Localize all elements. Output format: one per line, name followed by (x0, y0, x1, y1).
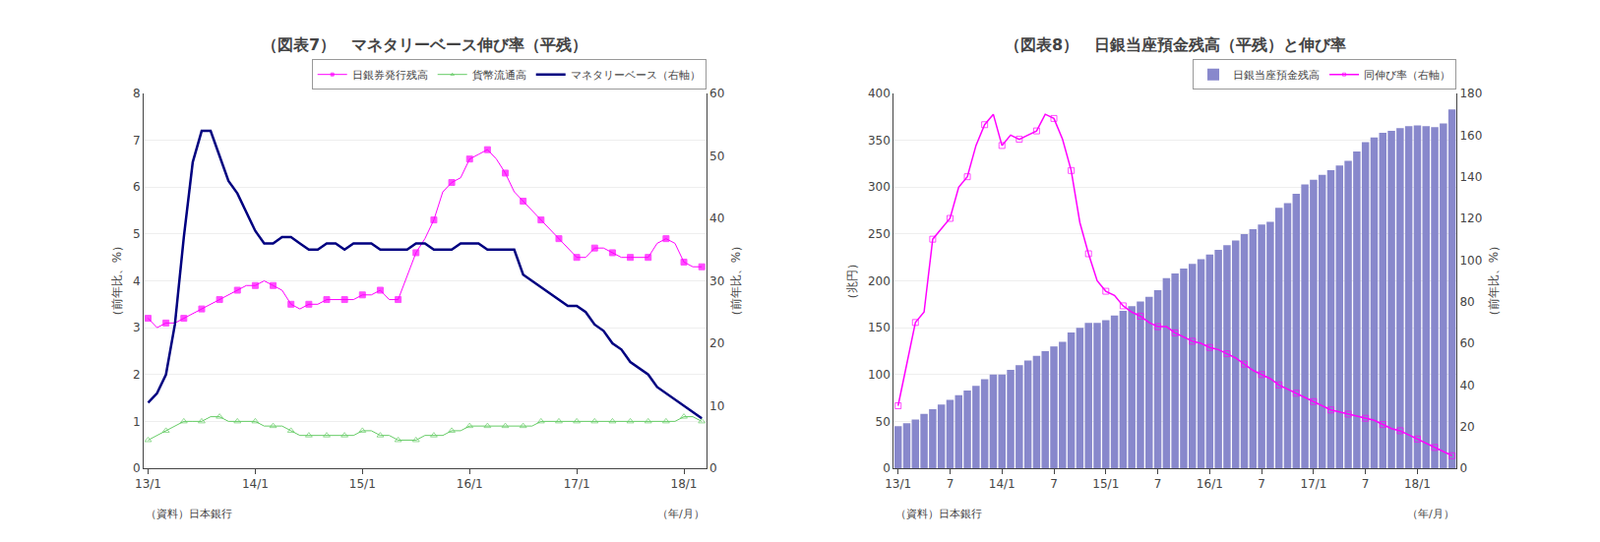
svg-text:17/1: 17/1 (563, 477, 591, 492)
svg-text:60: 60 (709, 86, 725, 101)
svg-text:7: 7 (946, 477, 955, 492)
svg-text:180: 180 (1459, 86, 1482, 101)
svg-text:140: 140 (1459, 170, 1482, 185)
svg-text:2: 2 (132, 368, 141, 382)
svg-text:7: 7 (132, 133, 141, 148)
svg-text:20: 20 (1459, 420, 1475, 434)
svg-text:50: 50 (875, 415, 891, 430)
svg-text:100: 100 (867, 368, 891, 382)
svg-text:マネタリーベース（右軸）: マネタリーベース（右軸） (570, 68, 701, 82)
svg-text:日銀券発行残高: 日銀券発行残高 (352, 68, 429, 82)
svg-text:160: 160 (1459, 128, 1482, 143)
svg-text:300: 300 (867, 180, 891, 194)
svg-text:400: 400 (867, 86, 891, 101)
svg-text:40: 40 (709, 211, 725, 226)
svg-text:1: 1 (132, 415, 141, 430)
svg-text:8: 8 (132, 86, 141, 101)
svg-text:（資料）日本銀行: （資料）日本銀行 (895, 507, 983, 521)
svg-text:7: 7 (1361, 477, 1370, 492)
svg-text:（年/月）: （年/月） (1407, 507, 1455, 521)
svg-text:18/1: 18/1 (1404, 477, 1431, 492)
svg-text:50: 50 (709, 149, 725, 164)
svg-text:0: 0 (132, 461, 141, 476)
svg-text:100: 100 (1459, 253, 1482, 268)
svg-text:40: 40 (1459, 378, 1475, 393)
svg-text:30: 30 (709, 274, 725, 289)
svg-text:7: 7 (1257, 477, 1266, 492)
svg-text:120: 120 (1459, 211, 1482, 226)
svg-text:（前年比、%）: （前年比、%） (1486, 240, 1501, 322)
svg-text:（前年比、%）: （前年比、%） (729, 240, 743, 322)
svg-text:0: 0 (1459, 461, 1468, 476)
svg-text:150: 150 (867, 320, 891, 335)
svg-text:13/1: 13/1 (884, 477, 912, 492)
svg-text:10: 10 (709, 399, 725, 414)
svg-text:14/1: 14/1 (988, 477, 1016, 492)
svg-text:（前年比、%）: （前年比、%） (110, 240, 124, 322)
svg-text:（図表7） マネタリーベース伸び率（平残）: （図表7） マネタリーベース伸び率（平残） (261, 35, 588, 55)
svg-text:16/1: 16/1 (1196, 477, 1224, 492)
svg-text:14/1: 14/1 (242, 477, 269, 492)
svg-text:20: 20 (709, 336, 725, 351)
svg-text:（年/月）: （年/月） (657, 507, 705, 521)
svg-text:250: 250 (867, 227, 891, 242)
svg-text:6: 6 (132, 180, 141, 194)
svg-text:（資料）日本銀行: （資料）日本銀行 (145, 507, 233, 521)
svg-text:18/1: 18/1 (671, 477, 698, 492)
svg-text:80: 80 (1459, 295, 1475, 309)
svg-text:15/1: 15/1 (349, 477, 376, 492)
svg-text:13/1: 13/1 (134, 477, 162, 492)
svg-text:0: 0 (709, 461, 718, 476)
svg-text:日銀当座預金残高: 日銀当座預金残高 (1232, 68, 1320, 82)
svg-text:5: 5 (132, 227, 141, 242)
svg-text:60: 60 (1459, 336, 1475, 351)
svg-text:4: 4 (132, 274, 141, 289)
svg-text:（図表8） 日銀当座預金残高（平残）と伸び率: （図表8） 日銀当座預金残高（平残）と伸び率 (1004, 35, 1347, 55)
svg-text:17/1: 17/1 (1299, 477, 1327, 492)
svg-text:貨幣流通高: 貨幣流通高 (472, 68, 527, 82)
svg-text:3: 3 (132, 320, 141, 335)
svg-text:同伸び率（右軸）: 同伸び率（右軸） (1363, 68, 1451, 82)
svg-text:7: 7 (1049, 477, 1058, 492)
svg-text:200: 200 (867, 274, 891, 289)
svg-text:15/1: 15/1 (1092, 477, 1119, 492)
svg-text:7: 7 (1154, 477, 1163, 492)
svg-text:0: 0 (882, 461, 891, 476)
svg-text:（兆円）: （兆円） (845, 257, 860, 306)
svg-text:350: 350 (867, 133, 891, 148)
svg-text:16/1: 16/1 (456, 477, 484, 492)
